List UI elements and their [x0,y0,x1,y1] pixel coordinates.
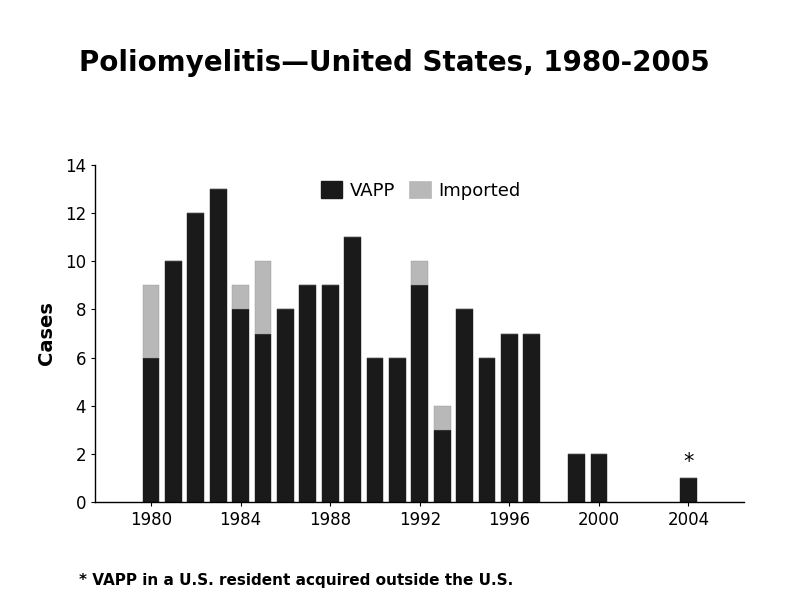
Y-axis label: Cases: Cases [37,302,56,365]
Bar [411,285,428,502]
Text: *: * [683,452,694,472]
Bar [232,310,249,502]
Bar [254,334,272,502]
Bar [389,357,406,502]
Bar [299,285,316,502]
Bar [143,357,159,502]
Bar [322,285,338,502]
Bar [165,261,182,502]
Bar [254,261,272,334]
Bar [232,285,249,310]
Bar [591,453,607,502]
Legend: VAPP, Imported: VAPP, Imported [314,174,527,207]
Bar [188,214,204,502]
Bar [210,189,227,502]
Bar [501,334,518,502]
Bar [524,334,540,502]
Bar [434,406,451,430]
Bar [434,430,451,502]
Bar [411,261,428,285]
Bar [568,453,585,502]
Text: Poliomyelitis—United States, 1980-2005: Poliomyelitis—United States, 1980-2005 [79,49,710,77]
Bar [143,285,159,357]
Bar [680,478,697,502]
Bar [478,357,495,502]
Text: * VAPP in a U.S. resident acquired outside the U.S.: * VAPP in a U.S. resident acquired outsi… [79,572,513,588]
Bar [367,357,383,502]
Bar [345,237,361,502]
Bar [277,310,294,502]
Bar [456,310,473,502]
